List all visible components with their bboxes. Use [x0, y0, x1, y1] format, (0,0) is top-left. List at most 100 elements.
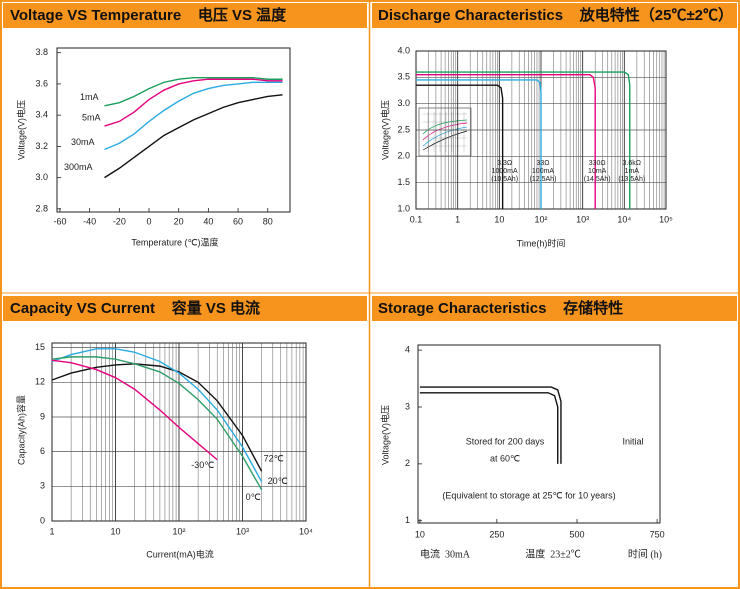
x-tick-label: -60 — [53, 216, 66, 226]
series-label: (12.5Ah) — [530, 176, 557, 183]
x-tick-label: 1 — [455, 214, 460, 224]
x-tick-label: 10² — [172, 526, 185, 536]
condition-label: 时间 (h) — [628, 547, 662, 560]
panel-header — [372, 296, 737, 321]
x-tick-label: 10² — [534, 214, 547, 224]
y-tick-label: 6 — [40, 446, 45, 456]
y-tick-label: 12 — [35, 377, 45, 387]
y-tick-label: 15 — [35, 342, 45, 352]
y-tick-label: 9 — [40, 411, 45, 421]
series-label: 3.6kΩ — [623, 160, 641, 167]
y-tick-label: 0 — [40, 515, 45, 525]
x-tick-label: 40 — [203, 216, 213, 226]
annotation: (Equivalent to storage at 25℃ for 10 yea… — [442, 490, 615, 500]
series-label: 0℃ — [246, 492, 261, 502]
series-line — [416, 71, 631, 209]
series-label: 300mA — [64, 162, 93, 172]
series-line — [104, 94, 283, 179]
plot-frame — [51, 342, 307, 522]
series-line — [104, 81, 283, 151]
panel-title: Voltage VS Temperature 电压 VS 温度 — [10, 6, 287, 24]
panel-header — [372, 3, 737, 28]
series-line — [51, 348, 263, 483]
series-label: 1mA — [80, 92, 99, 102]
series-line — [419, 386, 562, 464]
series-label: 3.3Ω — [497, 160, 512, 167]
series-label: (14.5Ah) — [584, 176, 611, 183]
y-tick-label: 3.5 — [397, 72, 410, 82]
panel-header — [3, 296, 367, 321]
series-label: 20℃ — [268, 476, 288, 486]
series-label: 30mA — [71, 137, 95, 147]
x-tick-label: 10⁴ — [617, 214, 631, 224]
series-label: -30℃ — [191, 460, 214, 470]
panel-title: Capacity VS Current 容量 VS 电流 — [10, 299, 260, 317]
series-line — [416, 74, 596, 209]
x-tick-label: 10⁵ — [659, 214, 673, 224]
x-tick-label: 80 — [263, 216, 273, 226]
annotation: Initial — [622, 436, 643, 446]
plot-frame — [417, 344, 661, 524]
panel-title: Discharge Characteristics 放电特性（25℃±2℃） — [378, 6, 733, 24]
x-tick-label: 250 — [489, 529, 504, 539]
x-tick-label: 0 — [147, 216, 152, 226]
series-label: 100mA — [532, 168, 555, 175]
x-axis-title: Time(h)时间 — [517, 237, 566, 248]
y-tick-label: 4 — [405, 344, 410, 354]
series-line — [104, 78, 283, 127]
y-tick-label: 3.0 — [397, 98, 410, 108]
series-label: 72℃ — [264, 454, 284, 464]
series-label: 1000mA — [492, 168, 518, 175]
x-tick-label: 1 — [49, 526, 54, 536]
annotation: at 60℃ — [490, 453, 520, 463]
y-tick-label: 3.2 — [35, 141, 48, 151]
y-tick-label: 2.8 — [35, 203, 48, 213]
x-tick-label: 60 — [233, 216, 243, 226]
x-tick-label: -20 — [113, 216, 126, 226]
x-tick-label: 500 — [569, 529, 584, 539]
y-axis-title: Voltage(V)电压 — [379, 100, 390, 160]
y-tick-label: 1.5 — [397, 177, 410, 187]
x-tick-label: 10 — [415, 529, 425, 539]
x-tick-label: 20 — [174, 216, 184, 226]
series-label: 330Ω — [589, 160, 606, 167]
x-tick-label: 10 — [494, 214, 504, 224]
series-line — [51, 363, 263, 472]
y-tick-label: 2.0 — [397, 151, 410, 161]
y-tick-label: 3.8 — [35, 47, 48, 57]
x-axis-title: Temperature (℃)温度 — [131, 236, 218, 247]
series-line — [416, 84, 504, 209]
y-tick-label: 3 — [40, 481, 45, 491]
series-line — [51, 356, 263, 491]
panel-header — [3, 3, 367, 28]
y-axis-title: Voltage(V)电压 — [15, 100, 26, 160]
y-tick-label: 2.5 — [397, 124, 410, 134]
series-line — [104, 76, 283, 107]
y-tick-label: 3.6 — [35, 78, 48, 88]
x-tick-label: 10³ — [576, 214, 589, 224]
y-tick-label: 1.0 — [397, 203, 410, 213]
x-tick-label: 10 — [110, 526, 120, 536]
series-label: 10mA — [588, 168, 607, 175]
y-axis-title: Capacity(Ah)容量 — [15, 395, 26, 465]
x-tick-label: 10³ — [236, 526, 249, 536]
x-axis-title: Current(mA)电流 — [146, 548, 214, 559]
annotation: Stored for 200 days — [466, 436, 545, 446]
series-line — [419, 392, 559, 464]
series-label: 5mA — [82, 112, 101, 122]
condition-label: 温度 23±2℃ — [525, 547, 581, 560]
x-tick-label: 0.1 — [410, 214, 423, 224]
x-tick-label: 750 — [650, 529, 665, 539]
y-tick-label: 4.0 — [397, 45, 410, 55]
condition-label: 电流 30mA — [420, 547, 471, 560]
series-label: (10.5Ah) — [491, 176, 518, 183]
y-tick-label: 3.4 — [35, 110, 48, 120]
plot-frame — [56, 47, 291, 213]
series-label: (13.5Ah) — [618, 176, 645, 183]
x-tick-label: -40 — [83, 216, 96, 226]
y-tick-label: 2 — [405, 458, 410, 468]
panel-title: Storage Characteristics 存储特性 — [378, 299, 623, 317]
y-tick-label: 1 — [405, 515, 410, 525]
y-tick-label: 3 — [405, 401, 410, 411]
